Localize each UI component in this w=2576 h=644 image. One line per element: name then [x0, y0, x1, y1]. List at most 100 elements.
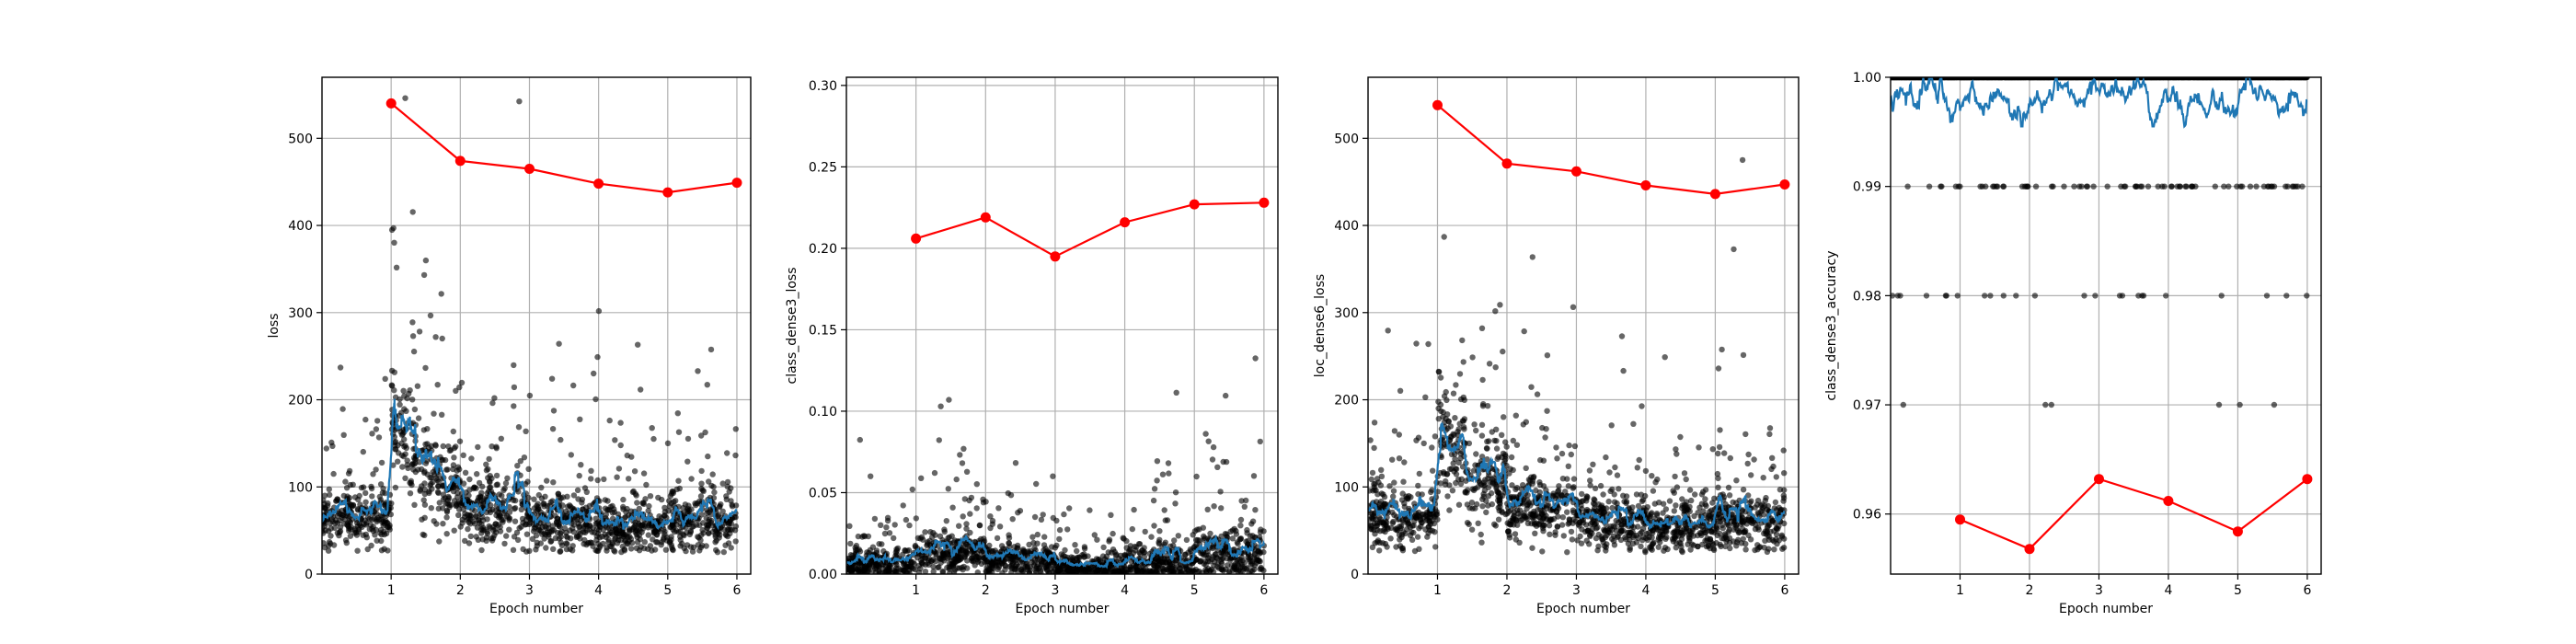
- scatter-point: [1586, 541, 1593, 547]
- scatter-point: [569, 543, 576, 549]
- scatter-point: [525, 494, 532, 501]
- scatter-point: [1765, 502, 1772, 510]
- scatter-point: [488, 501, 494, 509]
- scatter-point: [543, 545, 549, 551]
- scatter-point: [1141, 549, 1148, 556]
- scatter-point: [1754, 497, 1762, 504]
- scatter-point: [877, 569, 883, 574]
- scatter-point: [968, 494, 975, 501]
- scatter-point: [506, 509, 513, 515]
- scatter-point: [1772, 499, 1779, 506]
- epoch-point: [1709, 189, 1720, 200]
- scatter-point: [604, 498, 611, 504]
- scatter-point: [1711, 495, 1718, 501]
- scatter-point: [1499, 431, 1505, 438]
- scatter-point: [1156, 536, 1163, 543]
- scatter-point: [700, 530, 707, 536]
- scatter-point: [675, 477, 682, 484]
- scatter-point: [428, 505, 434, 512]
- scatter-point: [1368, 476, 1375, 483]
- scatter-point: [1539, 548, 1546, 555]
- scatter-point: [1438, 454, 1445, 461]
- scatter-point: [1721, 450, 1728, 456]
- scatter-point: [943, 518, 950, 524]
- scatter-point: [939, 569, 947, 574]
- scatter-point: [1714, 470, 1721, 477]
- scatter-point: [383, 530, 390, 536]
- scatter-point: [609, 541, 615, 547]
- scatter-point: [1387, 535, 1394, 542]
- scatter-point: [661, 528, 668, 535]
- scatter-point: [421, 501, 429, 508]
- axes-frame: [845, 76, 1279, 575]
- scatter-point: [549, 426, 557, 432]
- scatter-point: [941, 528, 948, 535]
- scatter-point: [879, 541, 885, 547]
- scatter-point: [711, 489, 718, 496]
- scatter-point: [1654, 512, 1661, 518]
- scatter-point: [932, 532, 938, 538]
- epoch-point: [524, 164, 535, 174]
- scatter-point: [1509, 482, 1515, 489]
- scatter-point: [1430, 467, 1436, 474]
- scatter-point: [375, 434, 383, 441]
- scatter-point: [347, 533, 354, 539]
- scatter-point: [523, 531, 531, 537]
- scatter-point: [1663, 528, 1670, 535]
- y-tick-label: 200: [1334, 394, 1359, 408]
- scatter-point: [1444, 411, 1451, 418]
- scatter-point: [538, 484, 545, 491]
- scatter-point: [906, 569, 913, 574]
- scatter-point: [518, 506, 524, 512]
- scatter-point: [1655, 544, 1662, 550]
- y-tick-label: 0.20: [809, 242, 837, 257]
- epoch-point: [385, 98, 397, 109]
- scatter-point: [414, 383, 421, 389]
- scatter-point: [719, 480, 726, 487]
- scatter-point: [404, 395, 410, 402]
- scatter-point: [362, 499, 369, 505]
- scatter-point: [1218, 505, 1225, 512]
- axes-frame: [321, 76, 752, 575]
- scatter-point: [1420, 440, 1427, 447]
- scatter-point: [556, 340, 562, 347]
- scatter-point: [635, 341, 641, 348]
- scatter-point: [405, 465, 411, 472]
- scatter-point: [1480, 401, 1487, 408]
- scatter-point: [1479, 376, 1486, 384]
- scatter-point: [732, 538, 739, 545]
- scatter-point: [1034, 531, 1041, 538]
- scatter-point: [544, 477, 550, 484]
- scatter-point: [649, 425, 655, 431]
- scatter-point: [373, 466, 379, 473]
- scatter-point: [479, 483, 486, 490]
- scatter-point: [434, 382, 441, 388]
- y-axis-title: loss: [267, 313, 282, 338]
- scatter-point: [1056, 526, 1064, 534]
- scatter-point: [360, 448, 366, 455]
- scatter-point: [511, 403, 517, 409]
- scatter-point: [503, 533, 510, 539]
- scatter-point: [1747, 536, 1754, 543]
- plot-area: [846, 197, 1270, 574]
- scatter-point: [865, 533, 872, 540]
- scatter-point: [612, 548, 618, 555]
- scatter-point: [1389, 456, 1396, 463]
- scatter-point: [1431, 520, 1438, 527]
- scatter-point: [1455, 426, 1462, 432]
- scatter-point: [397, 396, 403, 403]
- scatter-point: [1717, 530, 1723, 537]
- scatter-point: [1029, 534, 1036, 540]
- scatter-point: [684, 458, 691, 465]
- y-tick-label: 500: [288, 132, 313, 146]
- scatter-point: [1629, 504, 1636, 511]
- scatter-point: [617, 420, 624, 426]
- scatter-point: [1649, 510, 1655, 516]
- scatter-point: [1695, 543, 1701, 550]
- scatter-point: [1780, 447, 1787, 454]
- scatter-point: [1760, 512, 1767, 518]
- scatter-point: [1452, 455, 1458, 463]
- scatter-point: [550, 479, 557, 486]
- scatter-point: [1715, 475, 1721, 482]
- scatter-point: [1422, 394, 1429, 400]
